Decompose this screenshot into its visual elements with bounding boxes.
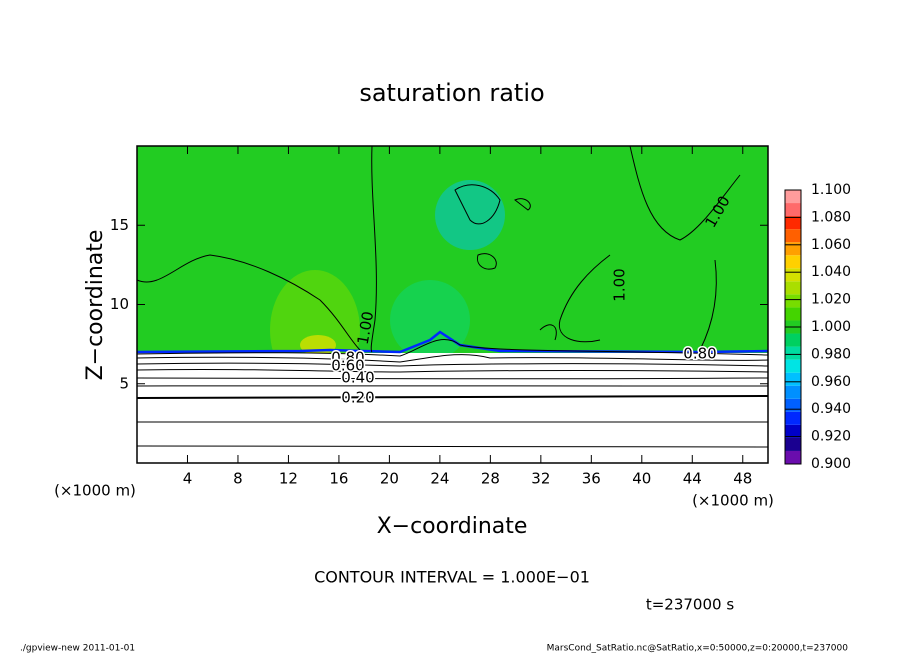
colorbar-swatch [785,398,801,412]
x-tick-label: 20 [380,470,399,488]
colorbar-label: 1.020 [811,292,851,308]
contour-interval: CONTOUR INTERVAL = 1.000E−01 [314,568,590,587]
colorbar-label: 0.980 [811,346,851,362]
contour-label: 0.80 [331,349,364,367]
x-tick-label: 44 [683,470,702,488]
y-tick-label: 10 [110,295,129,313]
footer-right: MarsCond_SatRatio.nc@SatRatio,x=0:50000,… [547,644,849,654]
x-tick-label: 16 [329,470,348,488]
contour-label: 0.80 [683,345,716,363]
x-tick-label: 28 [481,470,500,488]
colorbar-swatch [785,229,801,243]
colorbar-swatch [785,450,801,464]
colorbar-swatch [785,424,801,438]
colorbar-swatch [785,372,801,386]
colorbar-swatch [785,268,801,282]
x-unit: (×1000 m) [54,482,136,500]
field-patch [435,180,505,250]
colorbar-label: 1.100 [811,182,851,198]
y-tick-label: 15 [110,216,129,234]
colorbar-swatch [785,281,801,295]
colorbar-swatch [785,307,801,321]
colorbar-swatch [785,216,801,230]
x-tick-label: 4 [183,470,193,488]
colorbar-swatch [785,437,801,451]
colorbar-swatch [785,333,801,347]
colorbar-label: 1.040 [811,264,851,280]
x-unit: (×1000 m) [692,492,774,510]
field-patch [390,280,470,360]
time-label: t=237000 s [646,596,734,614]
x-tick-label: 40 [632,470,651,488]
field [136,145,769,464]
contour-lines [136,145,769,448]
colorbar-label: 1.000 [811,319,851,335]
x-tick-label: 36 [582,470,601,488]
contour-label: 0.20 [341,389,374,407]
y-axis-label: Z−coordinate [83,230,108,381]
colorbar-swatch [785,411,801,425]
x-axis-label: X−coordinate [377,514,528,539]
x-tick-label: 24 [430,470,449,488]
colorbar-swatch [785,385,801,399]
x-tick-label: 12 [279,470,298,488]
colorbar-label: 1.080 [811,209,851,225]
contour-label: 0.40 [341,369,374,387]
colorbar-label: 1.060 [811,237,851,253]
colorbar-swatch [785,346,801,360]
contour-label: 1.00 [611,268,629,301]
colorbar-label: 0.920 [811,429,851,445]
field-green [137,146,768,353]
colorbar-swatch [785,190,801,204]
colorbar-swatch [785,203,801,217]
colorbar-swatch [785,294,801,308]
contour-label: 1.00 [354,310,378,346]
colorbar-label: 0.960 [811,374,851,390]
chart-title: saturation ratio [359,79,544,107]
x-tick-label: 8 [233,470,243,488]
x-tick-label: 32 [531,470,550,488]
contour-label: 0.60 [331,357,364,375]
colorbar-label: 0.940 [811,401,851,417]
colorbar-swatch [785,255,801,269]
colorbar-swatch [785,242,801,256]
colorbar-label: 0.900 [811,456,851,472]
x-tick-label: 48 [733,470,752,488]
colorbar-swatch [785,359,801,373]
y-tick-label: 5 [119,374,129,392]
footer-left: ./gpview-new 2011-01-01 [20,644,135,654]
